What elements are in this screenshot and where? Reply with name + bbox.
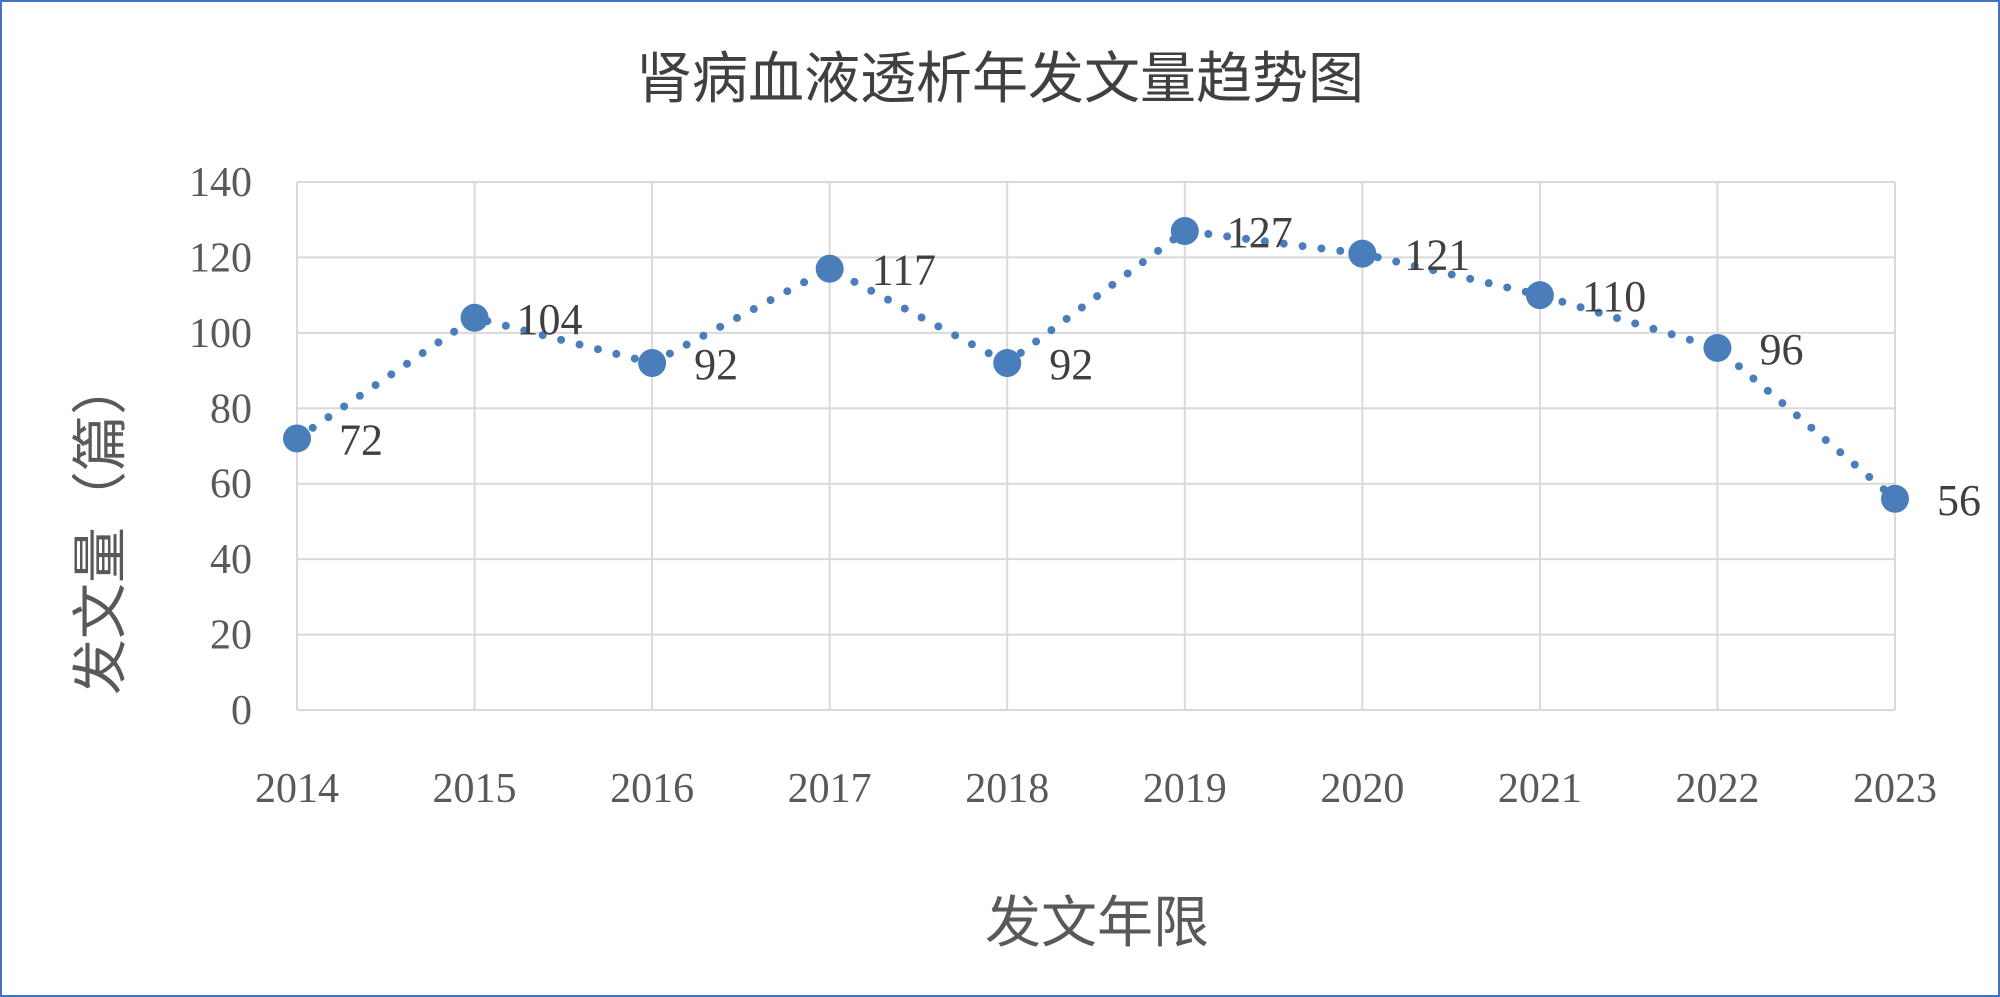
x-tick-label: 2016 — [610, 766, 694, 812]
chart-title: 肾病血液透析年发文量趋势图 — [636, 47, 1364, 112]
x-tick-label: 2023 — [1853, 766, 1937, 812]
gridlines — [296, 181, 1896, 711]
y-tick-label: 0 — [231, 688, 252, 734]
y-axis-title: 发文量（篇） — [69, 359, 134, 695]
data-point — [638, 349, 667, 378]
x-tick-label: 2018 — [965, 766, 1049, 812]
x-axis-title: 发文年限 — [985, 891, 1209, 956]
data-point — [815, 254, 844, 283]
x-tick-label: 2022 — [1675, 766, 1759, 812]
data-point — [1170, 217, 1199, 246]
data-point — [460, 303, 489, 332]
x-tick-label: 2017 — [788, 766, 872, 812]
data-label: 127 — [1227, 208, 1293, 257]
data-point — [283, 424, 311, 453]
x-tick-label: 2015 — [433, 766, 517, 812]
y-tick-label: 100 — [189, 311, 252, 357]
data-label: 110 — [1582, 272, 1646, 321]
data-point — [1881, 484, 1909, 513]
data-points — [283, 217, 1909, 513]
data-labels: 72 104 92 117 92 127 121 110 96 56 — [339, 208, 1981, 525]
x-tick-label: 2019 — [1143, 766, 1227, 812]
y-tick-label: 20 — [210, 613, 252, 659]
x-tick-label: 2014 — [255, 766, 339, 812]
data-point — [993, 349, 1022, 378]
y-tick-label: 140 — [189, 160, 252, 206]
data-point — [1703, 333, 1732, 362]
series-line — [293, 226, 1899, 503]
y-tick-label: 120 — [189, 235, 252, 281]
data-label: 104 — [517, 295, 583, 344]
y-tick-label: 80 — [210, 386, 252, 432]
y-tick-label: 40 — [210, 537, 252, 583]
data-label: 72 — [339, 415, 383, 464]
data-label: 92 — [694, 340, 738, 389]
data-label: 92 — [1049, 340, 1093, 389]
data-label: 117 — [872, 246, 936, 295]
data-label: 96 — [1759, 325, 1803, 374]
x-tick-label: 2021 — [1498, 766, 1582, 812]
x-axis-ticks: 2014 2015 2016 2017 2018 2019 2020 2021 2022 2023 — [255, 766, 1937, 812]
y-tick-label: 60 — [210, 462, 252, 508]
series-line-path — [293, 226, 1899, 503]
data-label: 121 — [1404, 231, 1470, 280]
data-label: 56 — [1937, 476, 1981, 525]
y-axis-ticks: 0 20 40 60 80 100 120 140 — [189, 160, 252, 734]
data-point — [1525, 281, 1554, 310]
x-tick-label: 2020 — [1320, 766, 1404, 812]
data-point — [1348, 239, 1377, 268]
